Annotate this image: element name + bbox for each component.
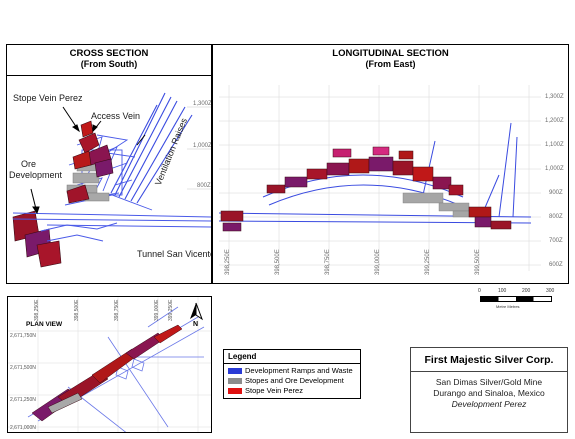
pv-northing-1: 2,671,750N [10, 333, 36, 339]
legend-title: Legend [228, 352, 257, 361]
ls-elevation-1300: 1,300Z [545, 94, 564, 100]
company-divider [411, 371, 567, 372]
company-box: First Majestic Silver Corp. San Dimas Si… [410, 347, 568, 433]
pv-easting-1: 398,250E [34, 299, 40, 321]
pv-northing-4: 2,671,000N [10, 425, 36, 431]
north-arrow-icon [190, 302, 204, 321]
cross-section-panel: CROSS SECTION (From South) [6, 44, 212, 284]
cs-elevation-1000: 1,000Z [193, 143, 212, 149]
company-line-3: Development Perez [411, 399, 567, 409]
cs-elevation-1300: 1,300Z [193, 101, 212, 107]
ls-elevation-800: 800Z [549, 214, 563, 220]
scale-tick-0: 0 [478, 288, 481, 294]
scale-tick-100: 100 [498, 288, 507, 294]
scale-bar: 0 100 200 300 Metre Metres [468, 288, 564, 314]
plan-view-panel: PLAN VIEW N 398,250E 398,500E 398,750E 3… [7, 296, 212, 433]
cs-elevation-800: 800Z [197, 183, 211, 189]
ls-easting-2: 398,500E [275, 249, 281, 275]
longitudinal-section-panel: LONGITUDINAL SECTION (From East) [212, 44, 569, 284]
company-line-2: Durango and Sinaloa, Mexico [433, 388, 545, 398]
longitudinal-section-subtitle: (From East) [365, 59, 416, 69]
ls-elevation-1100: 1,100Z [545, 142, 564, 148]
ore-development-label-2: Development [9, 170, 63, 180]
cross-section-drawing [12, 92, 211, 268]
ls-elevation-900: 900Z [549, 190, 563, 196]
cross-section-title: CROSS SECTION [69, 48, 149, 59]
ls-elevation-1200: 1,200Z [545, 118, 564, 124]
legend-item-stopes: Stopes and Ore Development [228, 376, 344, 385]
stope-vein-perez-label: Stope Vein Perez [13, 93, 83, 103]
title-divider [7, 75, 211, 76]
longitudinal-drawing [218, 85, 541, 271]
pv-easting-4: 399,000E [154, 299, 160, 321]
company-line-3-italic: Development [451, 399, 502, 409]
legend-label-perez: Stope Vein Perez [245, 386, 303, 395]
plan-view-map [8, 297, 211, 432]
legend-box: Legend Development Ramps and Waste Stope… [223, 349, 361, 399]
ls-elevation-600: 600Z [549, 262, 563, 268]
pv-northing-2: 2,671,500N [10, 365, 36, 371]
company-name: First Majestic Silver Corp. [424, 354, 554, 366]
cross-section-subtitle: (From South) [80, 59, 138, 69]
longitudinal-section-title: LONGITUDINAL SECTION [332, 48, 449, 59]
company-line-1: San Dimas Silver/Gold Mine [435, 377, 543, 387]
legend-swatch-blue [228, 368, 242, 375]
company-line-3-rest: Perez [501, 399, 527, 409]
legend-label-stopes: Stopes and Ore Development [245, 376, 344, 385]
scale-tick-200: 200 [522, 288, 531, 294]
ls-easting-5: 399,250E [425, 249, 431, 275]
plan-view-title: PLAN VIEW [26, 321, 63, 328]
ls-easting-4: 399,000E [375, 249, 381, 275]
access-vein-label: Access Vein [91, 111, 141, 121]
legend-swatch-red [228, 388, 242, 395]
legend-label-ramps: Development Ramps and Waste [245, 366, 353, 375]
ls-elevation-700: 700Z [549, 238, 563, 244]
scale-tick-300: 300 [546, 288, 555, 294]
ls-easting-6: 399,500E [475, 249, 481, 275]
scale-bar-track [480, 296, 552, 302]
ls-easting-3: 398,750E [325, 249, 331, 275]
north-label: N [193, 321, 199, 328]
legend-divider [224, 363, 360, 364]
scale-unit: Metre Metres [496, 304, 520, 309]
ls-easting-1: 398,250E [225, 249, 231, 275]
legend-swatch-grey [228, 378, 242, 385]
pv-easting-5: 399,250E [168, 299, 174, 321]
ore-development-label-1: Ore [21, 159, 37, 169]
pv-easting-2: 398,500E [74, 299, 80, 321]
tunnel-san-vicente-label: Tunnel San Vicente [137, 249, 212, 259]
pv-northing-3: 2,671,250N [10, 397, 36, 403]
legend-item-perez: Stope Vein Perez [228, 386, 303, 395]
pv-easting-3: 398,750E [114, 299, 120, 321]
legend-item-ramps: Development Ramps and Waste [228, 366, 353, 375]
ls-elevation-1000: 1,000Z [545, 166, 564, 172]
